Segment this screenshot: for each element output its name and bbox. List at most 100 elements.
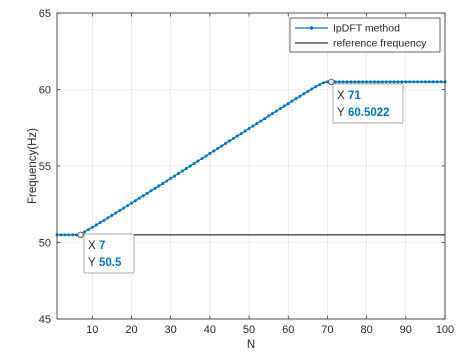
ipdft-data-point	[110, 213, 114, 217]
ipdft-data-point	[372, 80, 376, 84]
x-axis-label: N	[247, 339, 255, 351]
ipdft-data-point	[325, 80, 329, 84]
ipdft-data-point	[349, 80, 353, 84]
ipdft-data-point	[216, 147, 220, 151]
ipdft-data-point	[90, 225, 94, 229]
ipdft-data-point	[388, 80, 392, 84]
ipdft-data-point	[404, 80, 408, 84]
data-tip-y-value: 50.5	[99, 257, 122, 269]
ipdft-data-point	[412, 80, 416, 84]
ipdft-data-point	[114, 211, 118, 215]
ipdft-data-point	[333, 80, 337, 84]
ipdft-data-point	[322, 81, 326, 85]
x-tick-label: 40	[204, 324, 216, 336]
legend-reference-label: reference frequency	[333, 38, 427, 50]
ipdft-data-point	[173, 174, 177, 178]
x-tick-label: 10	[86, 324, 98, 336]
x-tick-label: 70	[321, 324, 333, 336]
data-tip-x-label: X	[337, 90, 345, 102]
ipdft-data-point	[94, 223, 98, 227]
ipdft-data-point	[380, 80, 384, 84]
ipdft-data-point	[220, 144, 224, 148]
ipdft-data-point	[396, 80, 400, 84]
x-tick-label: 30	[165, 324, 177, 336]
ipdft-data-point	[145, 191, 149, 195]
ipdft-data-point	[439, 80, 443, 84]
ipdft-data-point	[337, 80, 341, 84]
ipdft-data-point	[384, 80, 388, 84]
ipdft-data-point	[153, 186, 157, 190]
ipdft-data-point	[419, 80, 423, 84]
ipdft-data-point	[165, 179, 169, 183]
ipdft-data-point	[271, 112, 275, 116]
ipdft-data-point	[67, 233, 71, 237]
ipdft-data-point	[392, 80, 396, 84]
ipdft-data-point	[310, 87, 314, 91]
ipdft-data-point	[263, 117, 267, 121]
y-tick-label: 45	[39, 314, 51, 326]
ipdft-data-point	[118, 209, 122, 213]
y-tick-label: 60	[39, 85, 51, 97]
ipdft-data-point	[75, 233, 79, 237]
ipdft-data-point	[357, 80, 361, 84]
ipdft-data-point	[188, 164, 192, 168]
ipdft-data-point	[251, 124, 255, 128]
ipdft-data-point	[82, 230, 86, 234]
ipdft-data-point	[192, 162, 196, 166]
ipdft-data-point	[431, 80, 435, 84]
x-tick-label: 60	[282, 324, 294, 336]
data-tip-marker	[328, 78, 335, 86]
ipdft-data-point	[126, 204, 130, 208]
x-tick-label: 80	[360, 324, 372, 336]
ipdft-data-point	[180, 169, 184, 173]
legend: IpDFT method reference frequency	[289, 17, 441, 53]
ipdft-data-point	[184, 166, 188, 170]
ipdft-data-point	[278, 106, 282, 110]
y-axis-label: Frequency(Hz)	[27, 128, 39, 204]
ipdft-data-point	[71, 233, 75, 237]
x-tick-label: 90	[400, 324, 412, 336]
data-tip-x-value: 7	[99, 240, 105, 252]
ipdft-data-point	[282, 104, 286, 108]
ipdft-data-point	[345, 80, 349, 84]
x-tick-label: 20	[125, 324, 137, 336]
data-tip-box	[332, 83, 404, 124]
legend-ipdft-marker	[309, 26, 314, 30]
ipdft-data-point	[98, 221, 102, 225]
data-tip-x-value: 71	[348, 90, 361, 102]
ipdft-data-point	[196, 159, 200, 163]
ipdft-series-line	[57, 81, 445, 236]
ipdft-data-point	[376, 80, 380, 84]
ipdft-data-point	[423, 80, 427, 84]
axis-ticks: 10 20 30 40 50 60 70 80 90 100 45 50 55 60 65	[39, 8, 454, 336]
ipdft-data-point	[212, 149, 216, 153]
ipdft-data-point	[435, 80, 439, 84]
ipdft-data-point	[255, 121, 259, 125]
ipdft-data-point	[86, 228, 90, 232]
ipdft-data-point	[200, 157, 204, 161]
ipdft-data-point	[227, 139, 231, 143]
x-tick-label: 100	[436, 324, 454, 336]
ipdft-data-point	[369, 80, 373, 84]
data-tip-y-label: Y	[88, 257, 96, 269]
data-tip-box	[83, 233, 135, 274]
ipdft-data-point	[259, 119, 263, 123]
ipdft-data-point	[400, 80, 404, 84]
ipdft-data-point	[149, 189, 153, 193]
ipdft-data-point	[353, 80, 357, 84]
ipdft-data-point	[141, 194, 145, 198]
y-tick-label: 65	[39, 8, 51, 20]
ipdft-data-point	[122, 206, 126, 210]
ipdft-data-point	[361, 80, 365, 84]
ipdft-data-point	[59, 233, 63, 237]
ipdft-data-point	[318, 83, 322, 87]
ipdft-data-point	[204, 154, 208, 158]
data-tip-y-value: 60.5022	[348, 107, 390, 119]
ipdft-data-point	[106, 216, 110, 220]
ipdft-data-point	[63, 233, 67, 237]
ipdft-data-point	[306, 89, 310, 93]
ipdft-data-point	[231, 136, 235, 140]
data-tip-y-label: Y	[337, 107, 345, 119]
ipdft-data-point	[365, 80, 369, 84]
